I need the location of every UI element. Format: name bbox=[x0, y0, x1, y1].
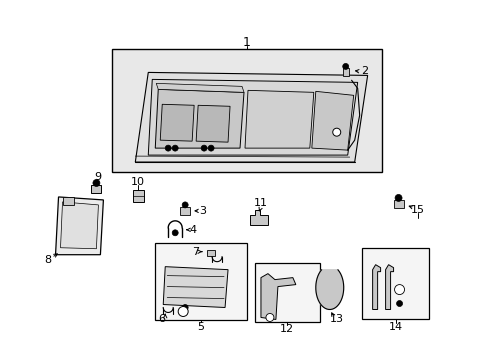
Circle shape bbox=[165, 145, 171, 151]
Text: 13: 13 bbox=[329, 314, 343, 324]
Circle shape bbox=[172, 145, 178, 151]
Polygon shape bbox=[372, 265, 380, 310]
Polygon shape bbox=[385, 265, 393, 310]
Circle shape bbox=[332, 128, 340, 136]
Bar bbox=[133, 190, 144, 202]
Circle shape bbox=[178, 306, 188, 316]
Circle shape bbox=[182, 305, 188, 310]
Text: 10: 10 bbox=[131, 177, 145, 187]
Text: 1: 1 bbox=[243, 36, 250, 49]
Bar bbox=[91, 185, 101, 193]
Circle shape bbox=[201, 145, 207, 151]
Bar bbox=[62, 197, 74, 205]
Circle shape bbox=[208, 145, 214, 151]
Circle shape bbox=[93, 180, 100, 186]
Bar bbox=[112, 49, 381, 172]
Bar bbox=[207, 250, 215, 256]
Text: 8: 8 bbox=[44, 255, 51, 265]
Polygon shape bbox=[56, 197, 103, 255]
Polygon shape bbox=[261, 274, 295, 319]
Circle shape bbox=[265, 314, 273, 321]
Bar bbox=[393, 200, 403, 208]
Polygon shape bbox=[311, 91, 353, 150]
Polygon shape bbox=[249, 210, 267, 225]
Circle shape bbox=[182, 202, 188, 208]
Text: 9: 9 bbox=[94, 172, 101, 182]
Text: 6: 6 bbox=[159, 314, 165, 324]
Polygon shape bbox=[155, 89, 244, 148]
Text: 11: 11 bbox=[253, 198, 267, 208]
Polygon shape bbox=[156, 84, 244, 92]
Text: 3: 3 bbox=[199, 206, 206, 216]
Polygon shape bbox=[61, 202, 98, 249]
Polygon shape bbox=[315, 270, 343, 310]
Text: 12: 12 bbox=[279, 324, 293, 334]
Bar bbox=[180, 207, 190, 215]
Text: 4: 4 bbox=[189, 225, 196, 235]
Circle shape bbox=[342, 63, 348, 69]
Polygon shape bbox=[163, 267, 227, 307]
Text: 15: 15 bbox=[409, 205, 424, 215]
Circle shape bbox=[172, 230, 178, 236]
Polygon shape bbox=[160, 104, 194, 141]
Bar bbox=[254, 263, 319, 323]
Circle shape bbox=[396, 301, 402, 306]
Bar bbox=[155, 243, 246, 320]
Polygon shape bbox=[244, 90, 313, 148]
Bar bbox=[361, 248, 428, 319]
Circle shape bbox=[394, 285, 404, 294]
Text: 14: 14 bbox=[387, 323, 402, 332]
Bar bbox=[342, 68, 348, 76]
Circle shape bbox=[394, 194, 401, 201]
Text: 7: 7 bbox=[192, 247, 199, 257]
Text: 5: 5 bbox=[197, 323, 204, 332]
Text: 2: 2 bbox=[360, 67, 367, 76]
Polygon shape bbox=[196, 105, 229, 142]
Polygon shape bbox=[135, 72, 367, 162]
Polygon shape bbox=[148, 80, 357, 155]
